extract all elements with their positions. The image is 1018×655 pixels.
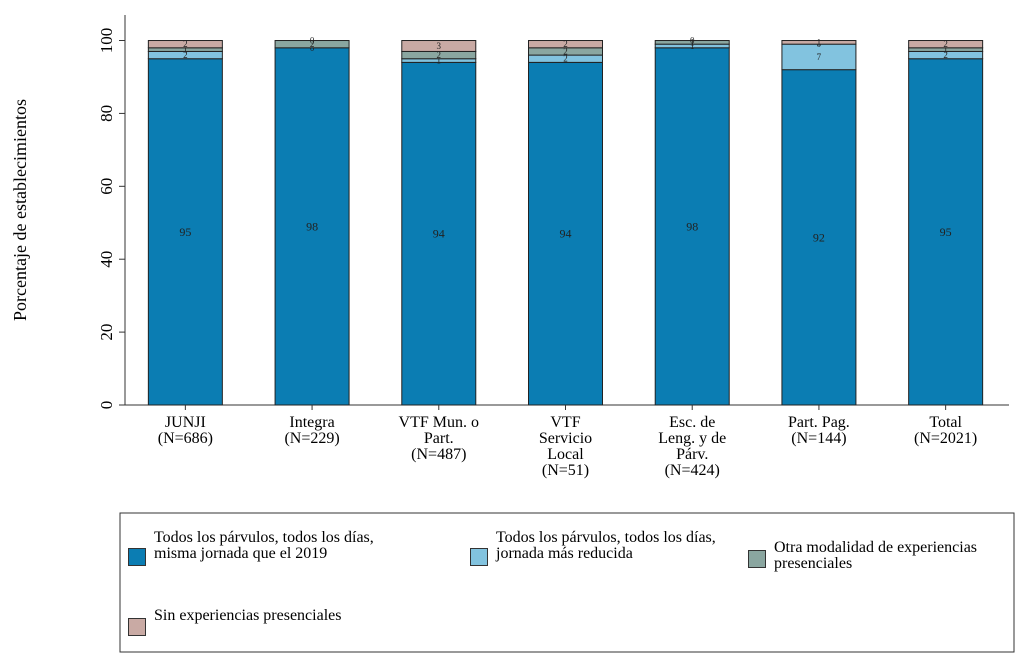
data-label: 2: [563, 39, 568, 49]
legend-label: Todos los párvulos, todos los días, jorn…: [496, 529, 716, 562]
legend-swatch: [128, 618, 146, 636]
legend-label: Todos los párvulos, todos los días, mism…: [154, 529, 374, 562]
bar-segment: [781, 69, 857, 406]
bar-segment: [781, 40, 857, 45]
y-tick-label: 100: [97, 28, 116, 54]
bar-segment: [147, 58, 223, 406]
x-tick-label: Part. Pag.: [788, 414, 850, 431]
y-tick-label: 80: [97, 105, 116, 122]
y-tick-label: 20: [97, 324, 116, 341]
data-label: 1: [183, 45, 188, 55]
data-label: 1: [817, 37, 822, 47]
bar-segment: [528, 61, 603, 406]
bar-segment: [908, 40, 984, 49]
data-label: 0: [690, 36, 695, 46]
x-tick-label: Leng. y de: [658, 430, 726, 447]
data-label: 2: [563, 54, 568, 64]
x-tick-label: (N=487): [411, 446, 466, 463]
y-tick-label: 60: [97, 178, 116, 195]
x-tick-label: Párv.: [676, 446, 708, 463]
x-tick-label: VTF Mun. o: [399, 414, 479, 431]
x-tick-label: Local: [547, 446, 584, 463]
data-label: 1: [690, 37, 695, 47]
y-axis-label: Porcentaje de establecimientos: [10, 99, 30, 321]
x-tick-label: Esc. de: [669, 414, 715, 431]
bar-segment: [908, 58, 984, 406]
bar-segment: [274, 40, 350, 49]
x-tick-label: (N=2021): [914, 430, 977, 447]
bar-segment: [654, 40, 730, 45]
data-label: 2: [437, 50, 442, 60]
legend-swatch: [748, 550, 766, 568]
bar-segment: [147, 40, 223, 49]
x-tick-label: Servicio: [539, 430, 592, 447]
data-label: 7: [817, 52, 822, 62]
y-tick-label: 40: [97, 251, 116, 268]
data-label: 2: [943, 39, 948, 49]
x-tick-label: Part.: [424, 430, 454, 447]
bar-segment: [654, 47, 730, 406]
data-label: 1: [943, 45, 948, 55]
x-tick-label: VTF: [550, 414, 580, 431]
legend-swatch: [128, 548, 146, 566]
data-label: 98: [686, 219, 698, 233]
data-label: 2: [183, 50, 188, 60]
data-label: 2: [183, 39, 188, 49]
data-label: 1: [690, 41, 695, 51]
data-label: 95: [179, 225, 191, 239]
data-label: 1: [437, 56, 442, 66]
data-label: 92: [813, 230, 825, 244]
x-tick-label: (N=51): [542, 462, 589, 479]
x-tick-label: (N=144): [791, 430, 846, 447]
legend-swatch: [470, 548, 488, 566]
x-tick-label: (N=424): [665, 462, 720, 479]
data-label: 95: [940, 225, 952, 239]
bar-segment: [401, 40, 477, 52]
legend-box: [119, 512, 1015, 653]
x-tick-label: (N=686): [158, 430, 213, 447]
legend-label: Otra modalidad de experiencias presencia…: [774, 539, 978, 572]
legend-item: Otra modalidad de experiencias presencia…: [748, 540, 1014, 572]
x-tick-label: Total: [929, 414, 962, 431]
data-label: 2: [310, 39, 315, 49]
x-tick-label: Integra: [289, 414, 334, 431]
bar-segment: [528, 40, 603, 49]
y-tick-label: 0: [97, 401, 116, 410]
data-label: 94: [560, 227, 572, 241]
data-label: 98: [306, 219, 318, 233]
legend-label: Sin experiencias presenciales: [154, 607, 342, 624]
legend-item: Todos los párvulos, todos los días, mism…: [128, 530, 394, 566]
legend-item: Todos los párvulos, todos los días, jorn…: [470, 530, 716, 566]
bar-segment: [401, 61, 477, 406]
data-label: 0: [310, 36, 315, 46]
bar-segment: [274, 47, 350, 406]
x-tick-label: JUNJI: [165, 414, 206, 431]
data-label: 3: [437, 41, 442, 51]
x-tick-label: (N=229): [284, 430, 339, 447]
data-label: 2: [563, 46, 568, 56]
data-label: 2: [943, 50, 948, 60]
legend-item: Sin experiencias presenciales: [128, 608, 394, 636]
data-label: 94: [433, 227, 445, 241]
